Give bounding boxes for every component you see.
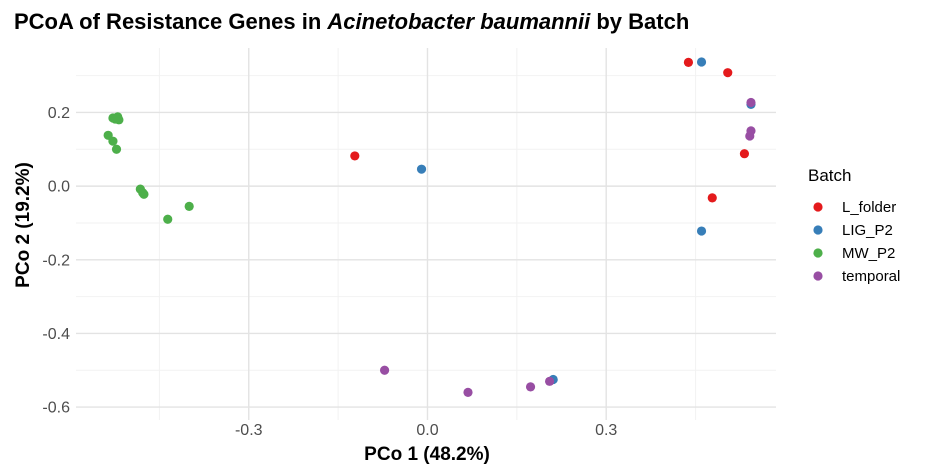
- point-temporal: [545, 376, 555, 386]
- x-tick-label: -0.3: [235, 422, 263, 439]
- point-l-folder: [683, 57, 694, 67]
- point-mw-p2: [139, 189, 149, 199]
- legend-label: temporal: [842, 268, 900, 285]
- point-lig-p2: [696, 57, 707, 67]
- grid-minor: [76, 48, 776, 420]
- y-tick-label: -0.6: [42, 400, 70, 417]
- legend-label: LIG_P2: [842, 222, 893, 239]
- point-l-folder: [723, 68, 733, 78]
- y-tick-label: -0.4: [42, 326, 70, 343]
- point-temporal: [746, 97, 756, 108]
- point-lig-p2: [696, 226, 707, 236]
- y-tick-label: 0.2: [48, 105, 70, 122]
- point-temporal: [379, 365, 390, 375]
- x-tick-labels: -0.3 0.0 0.3: [235, 422, 617, 439]
- x-axis-title: PCo 1 (48.2%): [364, 444, 490, 465]
- chart-title: PCoA of Resistance Genes in Acinetobacte…: [14, 9, 689, 34]
- y-tick-label: 0.0: [48, 179, 70, 196]
- legend-title: Batch: [808, 166, 851, 185]
- y-tick-label: -0.2: [42, 252, 70, 269]
- point-mw-p2: [108, 136, 118, 146]
- point-l-folder: [739, 149, 750, 159]
- x-tick-label: 0.0: [416, 422, 438, 439]
- legend: Batch L_folder LIG_P2 MW_P2 temporal: [808, 166, 900, 285]
- legend-key-lig-p2: [813, 225, 823, 235]
- legend-key-mw-p2: [813, 248, 823, 258]
- point-mw-p2: [111, 144, 122, 154]
- point-l-folder: [707, 193, 717, 203]
- point-mw-p2: [184, 201, 194, 211]
- legend-label: L_folder: [842, 199, 896, 216]
- legend-items: L_folder LIG_P2 MW_P2 temporal: [813, 199, 900, 285]
- point-mw-p2: [110, 114, 120, 124]
- point-temporal: [525, 382, 536, 392]
- y-tick-labels: 0.2 0.0 -0.2 -0.4 -0.6: [42, 105, 70, 417]
- title-part: by Batch: [590, 9, 689, 34]
- points-layer: [103, 57, 756, 397]
- y-axis-title: PCo 2 (19.2%): [13, 162, 34, 288]
- x-tick-label: 0.3: [595, 422, 617, 439]
- legend-key-temporal: [813, 271, 823, 281]
- title-part: PCoA of Resistance Genes in: [14, 9, 327, 34]
- legend-key-l-folder: [813, 202, 823, 212]
- point-mw-p2: [163, 214, 173, 224]
- point-temporal: [463, 387, 473, 397]
- legend-label: MW_P2: [842, 245, 895, 262]
- title-part: Acinetobacter baumannii: [326, 9, 591, 34]
- grid-major: [76, 48, 776, 420]
- point-l-folder: [350, 151, 360, 161]
- point-lig-p2: [416, 164, 427, 174]
- point-temporal: [745, 131, 755, 141]
